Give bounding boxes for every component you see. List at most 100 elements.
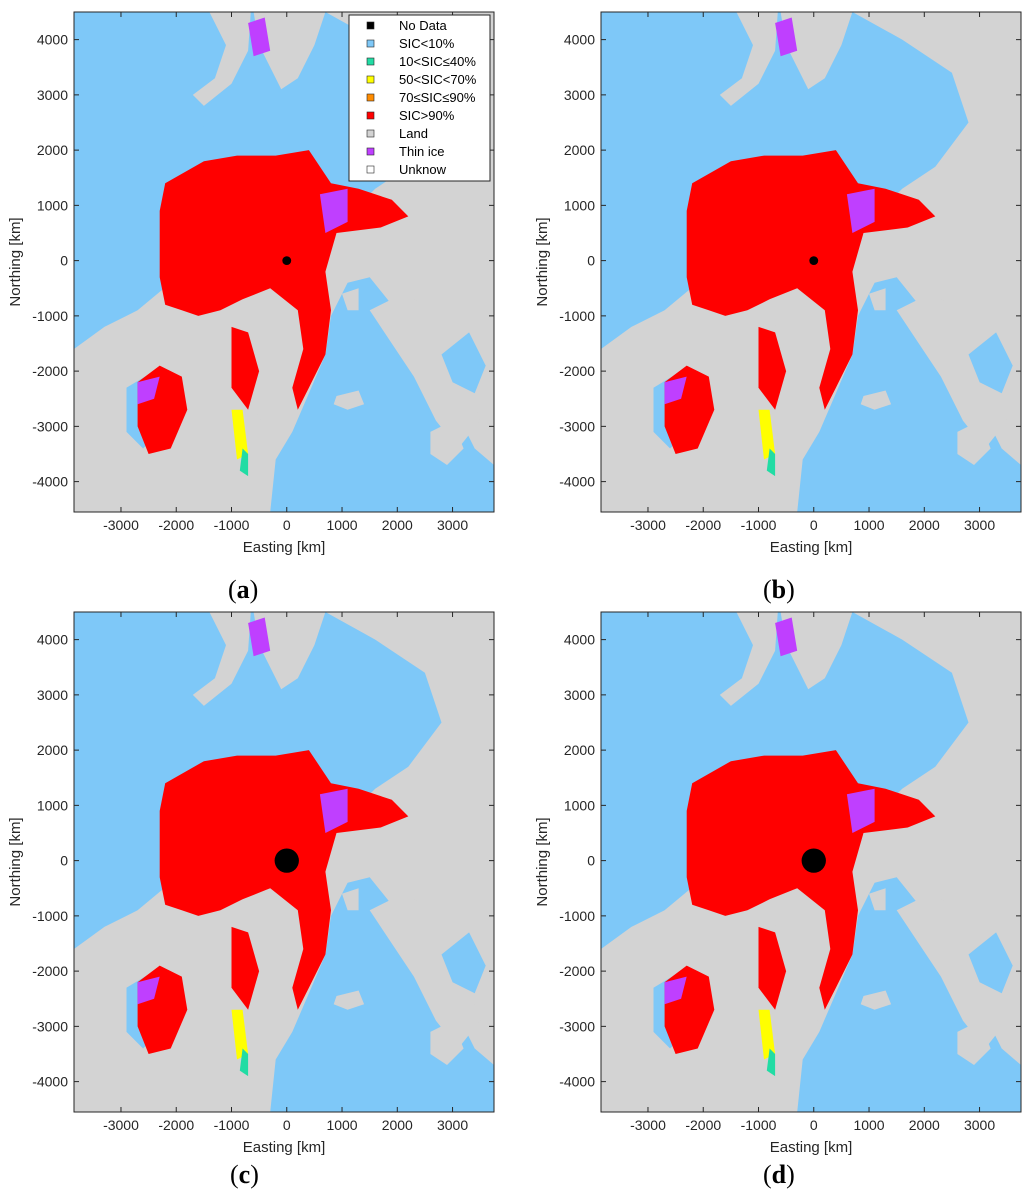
x-tick-label: -1000 bbox=[214, 1117, 250, 1133]
x-tick-label: -3000 bbox=[630, 517, 666, 533]
x-tick-label: -3000 bbox=[103, 517, 139, 533]
x-tick-label: -1000 bbox=[741, 517, 777, 533]
legend: No Data SIC<10% 10<SIC≤40% 50<SIC<70% 70≤SIC… bbox=[348, 14, 491, 182]
legend-swatch bbox=[366, 57, 375, 66]
x-tick-label: -3000 bbox=[630, 1117, 666, 1133]
scandinavia-land bbox=[369, 893, 481, 1049]
svalbard-land bbox=[342, 888, 359, 911]
x-tick-label: -3000 bbox=[103, 1117, 139, 1133]
baffin-ice bbox=[231, 326, 260, 410]
marginal-ice-yellow bbox=[758, 1009, 776, 1060]
y-tick-label: 1000 bbox=[37, 797, 68, 813]
baltic-sea bbox=[968, 932, 1013, 994]
alaska-land bbox=[780, 612, 853, 690]
legend-swatch bbox=[366, 39, 375, 48]
x-axis-label: Easting [km] bbox=[770, 539, 853, 556]
thin-ice-hudson bbox=[137, 976, 160, 1005]
map-panel-b: -3000 -2000 -1000 0 1000 2000 3000 4000 3000 2000… bbox=[527, 0, 1035, 604]
map-panel-c: -3000 -2000 -1000 0 1000 2000 3000 4000 3000 2000… bbox=[0, 600, 508, 1200]
x-tick-label: 3000 bbox=[964, 1117, 995, 1133]
svalbard-land bbox=[869, 288, 886, 311]
marginal-ice-yellow bbox=[758, 409, 776, 460]
y-tick-label: 4000 bbox=[37, 632, 68, 648]
legend-swatch bbox=[366, 21, 375, 30]
x-tick-label: -2000 bbox=[685, 517, 721, 533]
marginal-ice-yellow bbox=[231, 1009, 249, 1060]
baffin-ice bbox=[231, 926, 260, 1010]
y-tick-label: 0 bbox=[60, 853, 68, 869]
y-tick-label: -3000 bbox=[559, 418, 595, 434]
x-tick-label: 1000 bbox=[853, 517, 884, 533]
y-tick-label: 0 bbox=[60, 253, 68, 269]
x-tick-label: 2000 bbox=[909, 1117, 940, 1133]
y-tick-label: -2000 bbox=[559, 963, 595, 979]
y-tick-label: 2000 bbox=[564, 742, 595, 758]
thin-ice-hudson bbox=[137, 376, 160, 405]
map-layer bbox=[601, 612, 1021, 1112]
pacific-ocean bbox=[74, 612, 249, 850]
map-layer bbox=[74, 612, 494, 1112]
thin-ice-barents bbox=[319, 788, 348, 833]
y-tick-label: 1000 bbox=[564, 797, 595, 813]
thin-ice-bering bbox=[248, 17, 271, 57]
alaska-land bbox=[253, 12, 326, 90]
y-axis-label: Northing [km] bbox=[534, 817, 551, 906]
uk-land bbox=[430, 420, 464, 465]
scandinavia-land bbox=[896, 893, 1008, 1049]
y-tick-label: -1000 bbox=[559, 908, 595, 924]
y-axis-label: Northing [km] bbox=[7, 817, 24, 906]
y-tick-label: -2000 bbox=[32, 363, 68, 379]
baffin-ice bbox=[758, 326, 787, 410]
x-tick-label: -2000 bbox=[158, 1117, 194, 1133]
y-axis-label: Northing [km] bbox=[534, 217, 551, 306]
caption-c: (c) bbox=[230, 1160, 259, 1189]
y-tick-label: -1000 bbox=[32, 308, 68, 324]
pacific-ocean bbox=[74, 12, 249, 250]
legend-label: Land bbox=[399, 126, 428, 141]
alaska-land bbox=[253, 612, 326, 690]
thin-ice-hudson bbox=[664, 376, 687, 405]
svalbard-land bbox=[342, 288, 359, 311]
iceland-land bbox=[333, 390, 365, 410]
y-tick-label: -4000 bbox=[32, 474, 68, 490]
y-tick-label: -1000 bbox=[32, 908, 68, 924]
y-tick-label: 0 bbox=[587, 253, 595, 269]
x-tick-label: -1000 bbox=[741, 1117, 777, 1133]
map-panel-a: -3000 -2000 -1000 0 1000 2000 3000 4000 3000 2000… bbox=[0, 0, 508, 604]
thin-ice-hudson bbox=[664, 976, 687, 1005]
y-tick-label: 0 bbox=[587, 853, 595, 869]
legend-swatch bbox=[366, 147, 375, 156]
plot-frame bbox=[73, 611, 495, 1113]
x-tick-label: 0 bbox=[283, 517, 291, 533]
caption-d: (d) bbox=[763, 1160, 795, 1189]
caption-b: (b) bbox=[763, 575, 795, 604]
map-svg-c: -3000 -2000 -1000 0 1000 2000 3000 4000 3000 2000… bbox=[7, 611, 495, 1156]
plot-frame bbox=[73, 11, 495, 513]
iceland-land bbox=[860, 390, 892, 410]
legend-label: Thin ice bbox=[399, 144, 445, 159]
x-tick-label: 1000 bbox=[326, 1117, 357, 1133]
iceland-land bbox=[860, 990, 892, 1010]
x-tick-label: 2000 bbox=[382, 517, 413, 533]
legend-label: 50<SIC<70% bbox=[399, 72, 477, 87]
x-tick-label: -1000 bbox=[214, 517, 250, 533]
y-axis-label: Northing [km] bbox=[7, 217, 24, 306]
y-tick-label: 1000 bbox=[37, 197, 68, 213]
x-tick-label: 3000 bbox=[437, 517, 468, 533]
uk-land bbox=[957, 1020, 991, 1065]
y-tick-label: -4000 bbox=[32, 1074, 68, 1090]
x-tick-label: 0 bbox=[283, 1117, 291, 1133]
legend-label: SIC>90% bbox=[399, 108, 455, 123]
marginal-ice-green bbox=[766, 448, 776, 477]
thin-ice-bering bbox=[775, 617, 798, 657]
map-layer bbox=[601, 12, 1021, 512]
baltic-sea bbox=[441, 932, 486, 994]
y-tick-label: -3000 bbox=[559, 1018, 595, 1034]
y-tick-label: -4000 bbox=[559, 474, 595, 490]
pacific-ocean bbox=[601, 612, 776, 850]
thin-ice-bering bbox=[248, 617, 271, 657]
map-svg-a: -3000 -2000 -1000 0 1000 2000 3000 4000 3000 2000… bbox=[7, 11, 495, 556]
x-tick-label: 2000 bbox=[382, 1117, 413, 1133]
x-tick-label: 0 bbox=[810, 1117, 818, 1133]
y-tick-label: -2000 bbox=[32, 963, 68, 979]
